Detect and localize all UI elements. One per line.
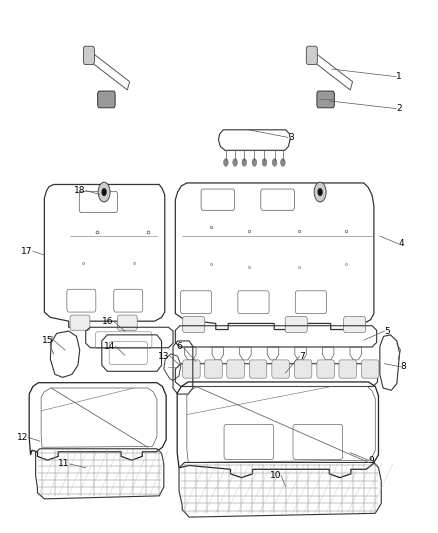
Text: 7: 7 xyxy=(300,352,305,361)
FancyBboxPatch shape xyxy=(183,317,205,333)
Circle shape xyxy=(98,182,110,202)
Circle shape xyxy=(242,159,247,166)
FancyBboxPatch shape xyxy=(272,360,290,378)
FancyBboxPatch shape xyxy=(117,315,137,330)
FancyBboxPatch shape xyxy=(306,46,317,64)
Circle shape xyxy=(262,159,267,166)
Circle shape xyxy=(281,159,285,166)
Circle shape xyxy=(252,159,257,166)
FancyBboxPatch shape xyxy=(70,315,90,330)
Text: 11: 11 xyxy=(58,459,70,469)
Circle shape xyxy=(102,188,106,196)
Circle shape xyxy=(314,182,326,202)
FancyBboxPatch shape xyxy=(285,317,307,333)
Text: 4: 4 xyxy=(398,239,404,248)
FancyBboxPatch shape xyxy=(227,360,244,378)
Text: 17: 17 xyxy=(21,247,33,256)
Text: 12: 12 xyxy=(17,433,28,442)
Text: 16: 16 xyxy=(102,317,113,326)
FancyBboxPatch shape xyxy=(343,317,366,333)
FancyBboxPatch shape xyxy=(83,46,95,64)
FancyBboxPatch shape xyxy=(183,360,200,378)
FancyBboxPatch shape xyxy=(205,360,222,378)
Text: 8: 8 xyxy=(400,362,406,372)
FancyBboxPatch shape xyxy=(317,360,334,378)
Text: 5: 5 xyxy=(385,327,390,336)
FancyBboxPatch shape xyxy=(249,360,267,378)
Text: 3: 3 xyxy=(288,133,294,142)
FancyBboxPatch shape xyxy=(339,360,357,378)
FancyBboxPatch shape xyxy=(361,360,379,378)
Text: 18: 18 xyxy=(74,186,86,195)
FancyBboxPatch shape xyxy=(98,91,115,108)
Text: 10: 10 xyxy=(269,471,281,480)
Text: 6: 6 xyxy=(177,342,182,351)
FancyBboxPatch shape xyxy=(294,360,312,378)
Text: 14: 14 xyxy=(104,342,116,351)
Text: 1: 1 xyxy=(396,72,402,81)
Text: 2: 2 xyxy=(396,104,402,113)
Circle shape xyxy=(318,188,322,196)
Text: 13: 13 xyxy=(158,352,170,361)
Circle shape xyxy=(223,159,228,166)
FancyBboxPatch shape xyxy=(317,91,334,108)
Text: 9: 9 xyxy=(368,456,374,465)
Text: 15: 15 xyxy=(42,336,53,345)
Circle shape xyxy=(233,159,237,166)
Circle shape xyxy=(272,159,277,166)
